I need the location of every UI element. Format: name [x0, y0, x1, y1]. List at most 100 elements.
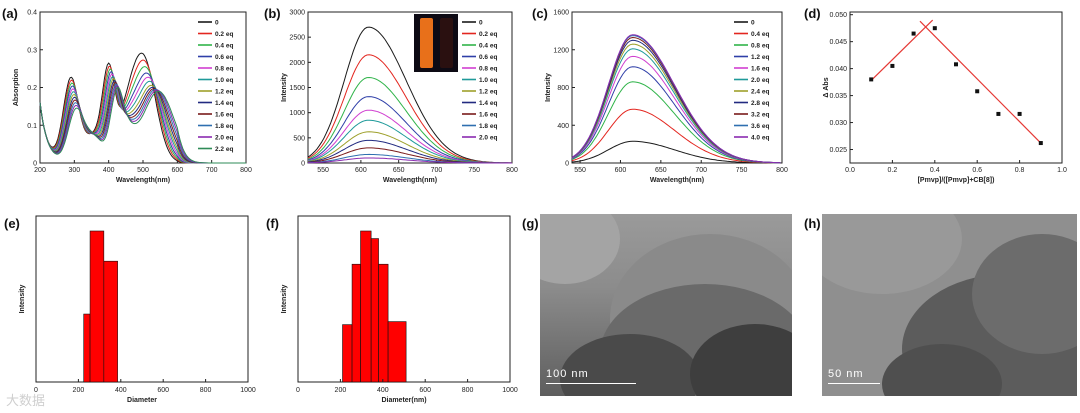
legend-entry: 0 [479, 20, 483, 27]
series-line [571, 35, 781, 164]
x-tick-label: 650 [393, 167, 405, 174]
y-tick-label: 0.2 [27, 85, 37, 92]
legend-entry: 0.4 eq [215, 43, 233, 50]
y-tick-label: 2500 [289, 35, 305, 42]
histogram-bar [387, 321, 407, 383]
legend-entry: 3.6 eq [751, 123, 769, 130]
y-axis-label: Intensity [19, 285, 26, 314]
chart-a-absorption: 200 300 400 500 600 700 800 0 0.1 0.2 0.3 0.4 Wavele… [2, 6, 252, 184]
data-point [954, 62, 958, 67]
data-point [911, 31, 916, 36]
y-tick-label: 1200 [553, 47, 569, 54]
y-axis-label: Δ Abs [823, 77, 830, 97]
x-tick-label: 0.4 [930, 167, 940, 174]
legend-entry: 3.2 eq [751, 112, 769, 119]
chart-e-size-distribution: 0 200 400 600 800 1000 Diameter Intensity (e) [4, 215, 256, 404]
legend-entry: 1.0 eq [479, 77, 497, 84]
tem-image-h: 50 nm [822, 214, 1077, 396]
y-tick-label: 3000 [289, 10, 305, 17]
data-point [1017, 111, 1022, 116]
y-axis-label: Absorption [13, 69, 20, 106]
y-axis-label: Intensity [545, 73, 552, 102]
legend-entry: 1.6 eq [479, 112, 497, 119]
histogram-bar [342, 324, 353, 383]
panel-label-g: (g) [522, 216, 539, 231]
x-tick-label: 800 [462, 387, 474, 394]
legend-entry: 0.2 eq [479, 31, 497, 38]
x-tick-label: 200 [34, 167, 46, 174]
y-tick-label: 0.3 [27, 47, 37, 54]
x-tick-label: 0.6 [972, 167, 982, 174]
legend-entry: 0.8 eq [215, 66, 233, 73]
x-tick-label: 800 [200, 387, 212, 394]
chart-c-emission: 550 600 650 700 750 800 0 400 800 1200 1600 Wavelen… [532, 6, 788, 184]
x-tick-label: 600 [171, 167, 183, 174]
tem-image-g: 100 nm [540, 214, 792, 396]
x-tick-label: 700 [431, 167, 443, 174]
legend-entry: 0.6 eq [479, 54, 497, 61]
x-tick-label: 0 [296, 387, 300, 394]
data-point [975, 89, 980, 94]
scale-bar-g [546, 383, 636, 384]
legend-entry: 1.4 eq [479, 100, 497, 107]
data-point [890, 63, 895, 68]
x-tick-label: 650 [655, 167, 667, 174]
legend-entry: 2.0 eq [215, 135, 233, 142]
y-tick-label: 0.050 [829, 12, 847, 19]
x-tick-label: 600 [355, 167, 367, 174]
legend-entry: 2.4 eq [751, 89, 769, 96]
x-tick-label: 750 [736, 167, 748, 174]
scale-label-g: 100 nm [546, 368, 589, 380]
x-tick-label: 200 [335, 387, 347, 394]
legend-entry: 0.4 eq [751, 31, 769, 38]
legend-entry: 2.2 eq [215, 146, 233, 153]
x-tick-label: 800 [240, 167, 252, 174]
y-tick-label: 0 [301, 161, 305, 168]
series-line [39, 86, 246, 164]
legend-entry: 1.8 eq [215, 123, 233, 130]
fit-line [919, 20, 1042, 144]
series-line [571, 55, 781, 164]
x-tick-label: 0.8 [1015, 167, 1025, 174]
x-axis-label: [Pmvp]/([Pmvp]+CB[8]) [918, 177, 995, 184]
y-tick-label: 0.4 [27, 10, 37, 17]
y-tick-label: 1000 [289, 110, 305, 117]
y-tick-label: 0 [33, 161, 37, 168]
x-tick-label: 700 [206, 167, 218, 174]
y-axis-label: Intensity [281, 285, 288, 314]
panel-label: (a) [2, 6, 18, 21]
scale-bar-h [828, 383, 880, 384]
series-line [571, 140, 781, 164]
chart-d-job-plot: 0.0 0.2 0.4 0.6 0.8 1.0 0.025 0.030 0.035 0.040 0.… [804, 6, 1067, 184]
x-tick-label: 1000 [240, 387, 256, 394]
y-tick-label: 0.040 [829, 66, 847, 73]
fit-line [870, 19, 934, 81]
x-tick-label: 0 [34, 387, 38, 394]
y-tick-label: 0 [565, 161, 569, 168]
scale-label-h: 50 nm [828, 368, 864, 380]
y-tick-label: 0.030 [829, 120, 847, 127]
legend-entry: 1.2 eq [215, 89, 233, 96]
data-point [1038, 141, 1043, 146]
x-tick-label: 500 [137, 167, 149, 174]
data-point [869, 77, 874, 82]
series-line [571, 66, 781, 164]
legend-entry: 1.2 eq [751, 54, 769, 61]
legend-entry: 1.6 eq [751, 66, 769, 73]
y-axis-label: Intensity [281, 73, 288, 102]
panel-label-h: (h) [804, 216, 821, 231]
y-tick-label: 0.045 [829, 39, 847, 46]
legend-entry: 1.6 eq [215, 112, 233, 119]
x-axis-label: Diameter(nm) [381, 397, 426, 404]
legend-entry: 4.0 eq [751, 135, 769, 142]
x-tick-label: 400 [115, 387, 127, 394]
legend-entry: 0.2 eq [215, 31, 233, 38]
vial-orange [420, 18, 433, 68]
x-tick-label: 400 [103, 167, 115, 174]
x-tick-label: 800 [776, 167, 788, 174]
panel-label: (e) [4, 216, 20, 231]
series-line [571, 34, 781, 164]
legend-entry: 0.4 eq [479, 43, 497, 50]
histogram-bar [83, 313, 91, 383]
y-tick-label: 0.025 [829, 147, 847, 154]
